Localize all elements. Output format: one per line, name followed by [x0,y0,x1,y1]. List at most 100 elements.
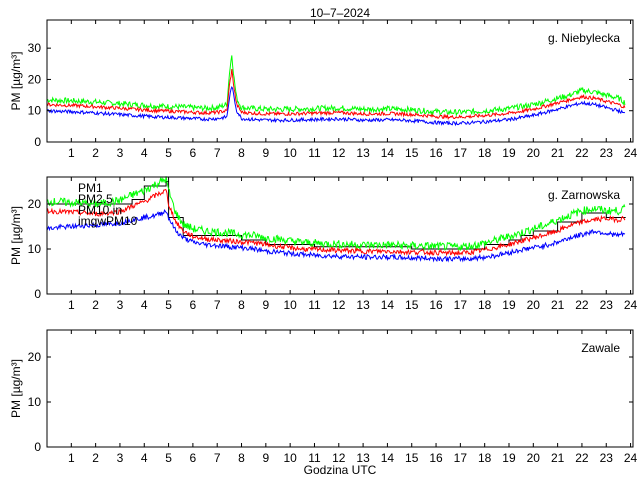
x-tick-label: 17 [454,298,468,312]
x-tick-label: 14 [381,451,395,465]
x-tick-label: 24 [624,298,638,312]
x-tick-label: 5 [165,451,172,465]
x-tick-label: 2 [92,298,99,312]
x-tick-label: 9 [262,298,269,312]
x-tick-label: 12 [332,451,346,465]
x-tick-label: 1 [68,451,75,465]
x-tick-label: 22 [575,298,589,312]
y-tick-label: 20 [28,197,42,211]
x-tick-label: 21 [551,298,565,312]
x-tick-label: 8 [238,451,245,465]
x-tick-label: 7 [214,146,221,160]
x-tick-label: 4 [141,298,148,312]
legend-entry: PM2.5 [78,192,113,206]
x-tick-label: 13 [356,451,370,465]
x-tick-label: 6 [190,146,197,160]
x-tick-label: 10 [283,451,297,465]
series-line-pm1 [46,209,626,263]
plot-frame [46,176,634,295]
x-tick-label: 13 [356,298,370,312]
y-tick-label: 0 [34,440,41,454]
x-tick-label: 9 [262,146,269,160]
x-tick-label: 20 [527,298,541,312]
x-tick-label: 15 [405,298,419,312]
x-tick-label: 11 [308,451,321,465]
x-tick-label: 17 [454,146,468,160]
x-tick-label: 22 [575,451,589,465]
y-axis-label: PM [µg/m³] [9,206,23,265]
x-tick-label: 4 [141,451,148,465]
x-tick-label: 6 [190,451,197,465]
station-name: g. Zarnowska [548,188,620,202]
x-tick-label: 16 [429,298,443,312]
x-tick-label: 16 [429,146,443,160]
x-tick-label: 23 [600,146,614,160]
x-tick-label: 7 [214,451,221,465]
x-tick-label: 11 [308,146,321,160]
series-line-pm2-5 [46,69,626,121]
x-tick-label: 12 [332,146,346,160]
station-name: g. Niebylecka [548,31,620,45]
x-tick-label: 3 [117,298,124,312]
y-tick-label: 10 [28,104,42,118]
x-tick-label: 8 [238,298,245,312]
x-tick-label: 23 [600,451,614,465]
y-tick-label: 0 [34,287,41,301]
x-tick-label: 20 [527,146,541,160]
x-tick-label: 21 [551,451,565,465]
x-tick-label: 5 [165,298,172,312]
x-tick-label: 10 [283,146,297,160]
legend-entry: imgwPM10 [78,214,138,228]
x-tick-label: 11 [308,298,321,312]
station-name: Zawale [581,341,620,355]
x-tick-label: 18 [478,146,492,160]
panel-3: 1 2 3 4 5 6 7 8 9 10 11 12 13 14 15 16 17 18 19 20 21 22 23 240… [9,329,638,465]
plot-frame [46,19,634,143]
x-tick-label: 20 [527,451,541,465]
x-tick-label: 3 [117,146,124,160]
x-tick-label: 2 [92,451,99,465]
series-line-pm1 [46,86,626,127]
x-tick-label: 15 [405,146,419,160]
x-tick-label: 24 [624,451,638,465]
y-axis-label: PM [µg/m³] [9,52,23,111]
y-tick-label: 20 [28,72,42,86]
y-tick-label: 10 [28,395,42,409]
series-line-pm10 [46,176,626,252]
x-tick-label: 16 [429,451,443,465]
x-tick-label: 1 [68,298,75,312]
x-tick-label: 12 [332,298,346,312]
plot-frame [46,329,634,448]
figure-title: 10–7–2024 [310,6,370,20]
x-tick-label: 2 [92,146,99,160]
series-line-pm2-5 [46,188,626,257]
y-tick-label: 0 [34,135,41,149]
x-tick-label: 18 [478,451,492,465]
x-tick-label: 8 [238,146,245,160]
x-tick-label: 19 [502,146,516,160]
panel-1: 1 2 3 4 5 6 7 8 9 10 11 12 13 14 15 16 17 18 19 20 21 22 23 240… [9,19,638,160]
panel-2: 1 2 3 4 5 6 7 8 9 10 11 12 13 14 15 16 17 18 19 20 21 22 23 240… [9,176,638,312]
x-tick-label: 13 [356,146,370,160]
x-tick-label: 14 [381,298,395,312]
x-tick-label: 1 [68,146,75,160]
x-tick-label: 14 [381,146,395,160]
y-axis-label: PM [µg/m³] [9,359,23,418]
x-axis-label: Godzina UTC [304,463,377,477]
legend-entry: PM10 in [78,203,122,217]
y-tick-label: 20 [28,350,42,364]
series-line-pm10 [46,55,626,117]
x-tick-label: 3 [117,451,124,465]
x-tick-label: 23 [600,298,614,312]
x-tick-label: 10 [283,298,297,312]
y-tick-label: 30 [28,41,42,55]
x-tick-label: 15 [405,451,419,465]
x-tick-label: 17 [454,451,468,465]
legend-entry: PM1 [78,181,103,195]
x-tick-label: 19 [502,451,516,465]
x-tick-label: 21 [551,146,565,160]
y-tick-label: 10 [28,242,42,256]
x-tick-label: 6 [190,298,197,312]
x-tick-label: 18 [478,298,492,312]
